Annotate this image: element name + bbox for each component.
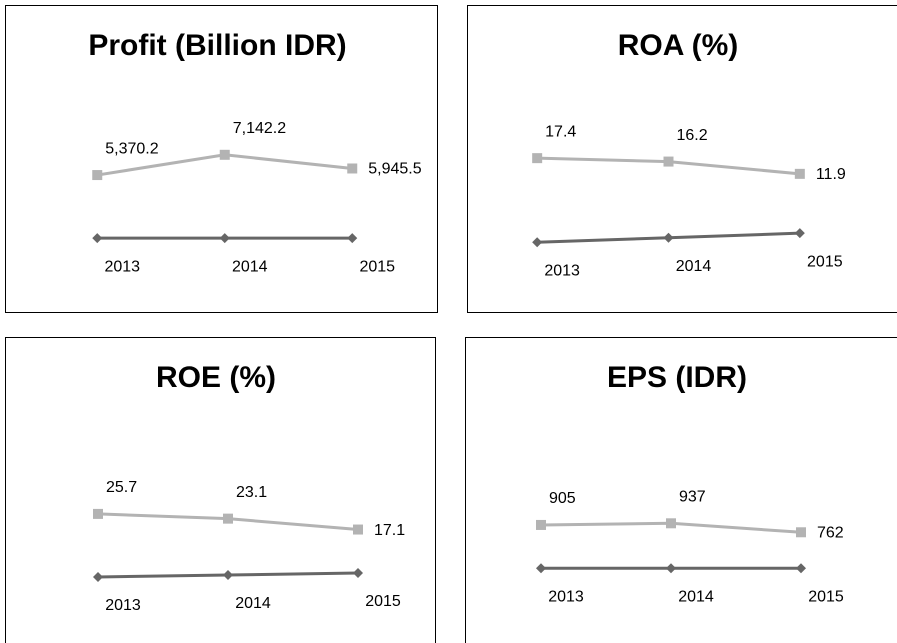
marker <box>532 237 543 248</box>
chart-title: EPS (IDR) <box>607 361 747 394</box>
marker <box>347 163 358 174</box>
data-label: 5,370.2 <box>105 140 158 157</box>
data-label: 11.9 <box>816 166 846 183</box>
marker <box>666 518 676 529</box>
chart-title: ROE (%) <box>156 361 276 394</box>
data-label: 7,142.2 <box>233 120 286 137</box>
marker <box>93 508 103 519</box>
data-label: 2013 <box>104 258 140 275</box>
panel-border <box>5 5 438 313</box>
data-label: 16.2 <box>677 127 708 144</box>
chart: Profit (Billion IDR) 5,370.2 7,142.2 5,945.… <box>88 29 421 275</box>
data-label: 2015 <box>359 258 395 275</box>
chart: ROE (%) 25.7 23.1 17.1 2013 2014 2015 <box>93 361 405 614</box>
marker <box>794 168 805 179</box>
data-label: 2014 <box>235 595 271 612</box>
data-label: 937 <box>679 489 706 506</box>
data-label: 25.7 <box>106 479 137 496</box>
marker <box>93 572 103 582</box>
chart-title: Profit (Billion IDR) <box>88 29 346 62</box>
marker <box>536 563 546 574</box>
data-label: 2013 <box>548 588 584 605</box>
chart: EPS (IDR) 905 937 762 2013 2014 2015 <box>536 361 844 605</box>
chart: ROA (%) 17.4 16.2 11.9 2013 2014 2015 <box>532 29 846 280</box>
data-label: 905 <box>549 490 576 507</box>
marker <box>353 524 363 535</box>
data-label: 2013 <box>544 262 580 279</box>
marker <box>219 233 230 244</box>
data-label: 2014 <box>678 588 714 605</box>
marker <box>663 156 674 167</box>
marker <box>92 233 103 244</box>
panel-border <box>5 337 436 643</box>
data-label: 2013 <box>105 597 141 614</box>
data-label: 762 <box>817 525 844 542</box>
marker <box>536 519 546 530</box>
panel-border <box>467 5 897 313</box>
marker <box>532 153 543 164</box>
marker <box>796 563 806 574</box>
data-label: 23.1 <box>236 484 267 501</box>
marker <box>794 228 805 239</box>
marker <box>347 233 358 244</box>
data-label: 5,945.5 <box>368 161 421 178</box>
marker <box>353 568 363 578</box>
data-label: 2014 <box>676 258 712 275</box>
marker <box>666 563 676 574</box>
data-label: 2015 <box>807 253 843 270</box>
data-label: 2015 <box>365 593 401 610</box>
data-label: 17.4 <box>545 123 576 140</box>
data-label: 17.1 <box>374 522 405 539</box>
marker <box>223 570 233 580</box>
marker <box>663 232 674 243</box>
marker <box>796 527 806 538</box>
marker <box>223 513 233 524</box>
marker <box>92 170 103 181</box>
chart-title: ROA (%) <box>618 29 739 62</box>
data-label: 2015 <box>808 588 844 605</box>
data-label: 2014 <box>232 258 268 275</box>
marker <box>219 149 230 160</box>
panel-border <box>465 337 897 643</box>
